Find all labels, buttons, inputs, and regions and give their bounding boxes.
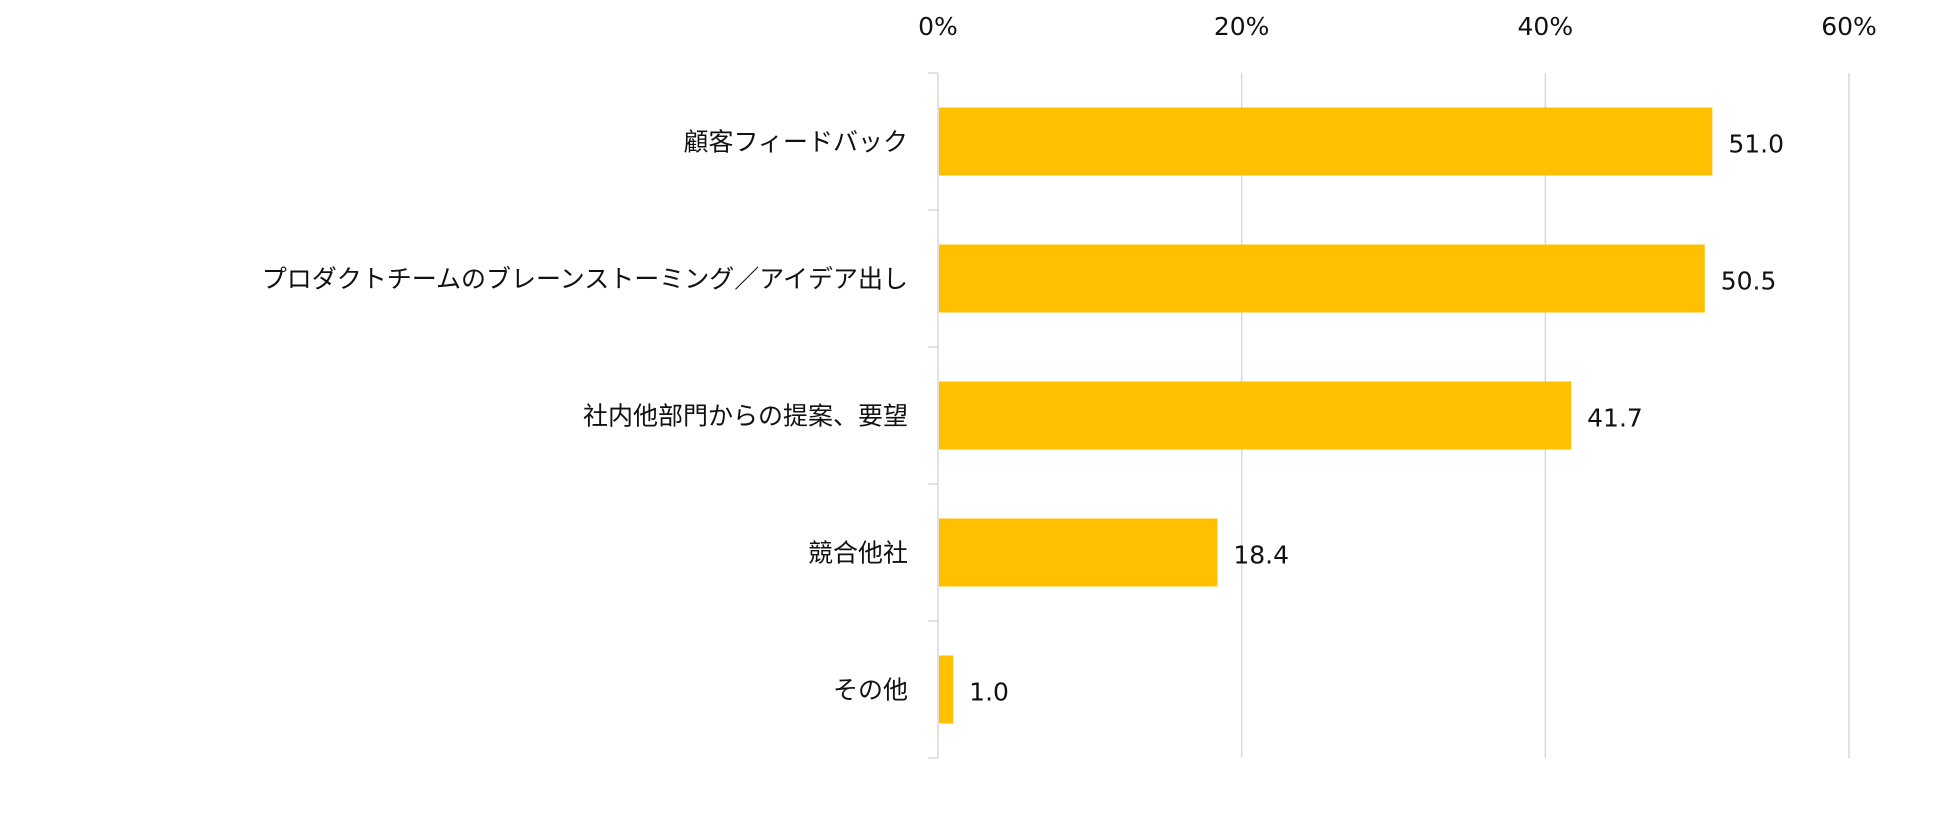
- bar: [939, 244, 1705, 313]
- y-axis: [928, 72, 939, 759]
- value-label: 50.5: [1721, 267, 1777, 296]
- category-label: 社内他部門からの提案、要望: [583, 402, 908, 431]
- value-label: 51.0: [1728, 130, 1784, 159]
- value-label: 18.4: [1233, 541, 1289, 570]
- category-label: 競合他社: [808, 539, 908, 568]
- bar: [939, 381, 1572, 450]
- category-label: その他: [833, 676, 908, 705]
- value-label: 41.7: [1587, 404, 1643, 433]
- x-tick-label: 60%: [1821, 12, 1877, 41]
- category-label: 顧客フィードバック: [683, 128, 908, 157]
- bar: [939, 518, 1218, 587]
- bars: [939, 107, 1713, 724]
- value-label: 1.0: [969, 678, 1009, 707]
- bar: [939, 107, 1713, 176]
- x-tick-label: 0%: [918, 12, 958, 41]
- x-tick-label: 40%: [1518, 12, 1574, 41]
- bar: [939, 655, 954, 724]
- category-label: プロダクトチームのブレーンストーミング／アイデア出し: [262, 265, 908, 294]
- x-tick-label: 20%: [1214, 12, 1270, 41]
- labels: 0% 20% 40% 60% 顧客フィードバック 51.0 プロダクトチームのブレーンストー…: [262, 12, 1877, 707]
